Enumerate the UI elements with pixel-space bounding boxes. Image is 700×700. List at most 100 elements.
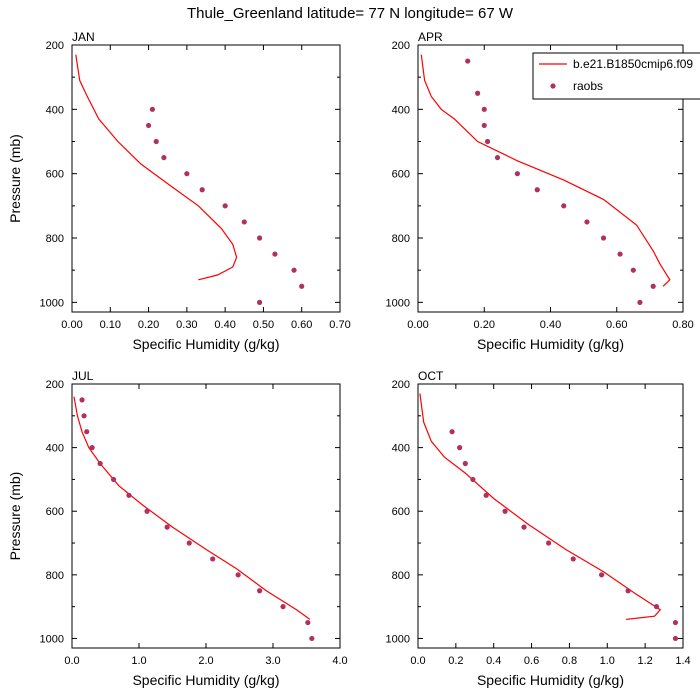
apr-raobs-point (561, 203, 567, 209)
jul-raobs-point (280, 604, 286, 610)
jan-raobs-point (184, 171, 190, 177)
jul-raobs-point (126, 492, 132, 498)
oct-xtick-label: 0.6 (524, 655, 539, 667)
jan-raobs-point (149, 106, 155, 112)
apr-xtick-label: 0.80 (672, 319, 693, 331)
jan-plot-frame (71, 44, 341, 313)
jul-raobs-point (79, 397, 85, 403)
oct-xtick-label: 0.4 (486, 655, 501, 667)
apr-raobs-point (637, 299, 643, 305)
jan-x-axis-label: Specific Humidity (g/kg) (132, 336, 279, 352)
oct-raobs-point (449, 429, 455, 435)
jan-raobs-point (161, 154, 167, 161)
jul-raobs-point (164, 524, 170, 530)
apr-raobs-point (465, 58, 471, 64)
jul-ytick-label: 600 (46, 506, 64, 518)
jul-xtick-label: 4.0 (332, 655, 347, 667)
apr-ytick-label: 600 (392, 169, 410, 181)
apr-raobs-point (617, 251, 623, 257)
apr-raobs-point (475, 90, 481, 96)
jan-raobs-point (199, 187, 205, 193)
jan-ytick-label: 400 (46, 104, 64, 116)
jul-raobs-point (210, 556, 216, 562)
jan-model-line (75, 54, 238, 281)
apr-ytick-label: 400 (392, 104, 410, 116)
jul-ytick-label: 400 (46, 443, 64, 455)
oct-raobs-point (672, 635, 679, 642)
oct-panel-label: OCT (418, 369, 444, 383)
panel-jul: JUL 0.0 1.0 2.0 3.0 4.0 200 400 600 800 1000 Specif… (7, 369, 348, 688)
oct-ytick-label: 400 (392, 443, 410, 455)
jul-ytick-label: 1000 (40, 633, 64, 645)
oct-raobs-point (483, 492, 489, 498)
jul-x-axis-label: Specific Humidity (g/kg) (132, 672, 279, 688)
jul-raobs-point (186, 540, 192, 546)
oct-xtick-label: 0.0 (410, 655, 425, 667)
apr-raobs-point (514, 171, 520, 177)
jul-xtick-label: 2.0 (198, 655, 213, 667)
jul-y-axis-label: Pressure (mb) (7, 472, 23, 561)
oct-xtick-label: 1.4 (675, 655, 690, 667)
jan-raobs-point (153, 138, 159, 145)
oct-raobs-point (570, 556, 576, 562)
jan-xtick-label: 0.00 (61, 319, 82, 331)
apr-raobs-point (534, 187, 540, 193)
oct-xtick-label: 1.0 (600, 655, 615, 667)
apr-raobs-point (630, 267, 636, 273)
apr-ytick-label: 800 (392, 233, 410, 245)
jul-raobs-point (84, 429, 90, 435)
jan-raobs-point (222, 203, 228, 209)
jan-xtick-label: 0.10 (100, 319, 121, 331)
jul-ytick-label: 200 (46, 379, 64, 391)
oct-ytick-label: 200 (392, 379, 410, 391)
oct-raobs-point (470, 476, 476, 483)
oct-xtick-label: 0.8 (562, 655, 577, 667)
oct-ytick-label: 600 (392, 506, 410, 518)
apr-raobs-point (650, 283, 656, 289)
jan-xtick-label: 0.50 (253, 319, 274, 331)
oct-ytick-label: 800 (392, 570, 410, 582)
apr-model-line (420, 54, 671, 287)
oct-xtick-label: 0.2 (448, 655, 463, 667)
jan-raobs-point (145, 122, 152, 129)
jan-raobs-point (241, 219, 247, 225)
jul-xtick-label: 1.0 (131, 655, 146, 667)
jan-ytick-label: 600 (46, 169, 64, 181)
apr-xtick-label: 0.60 (606, 319, 627, 331)
oct-plot-frame (417, 383, 684, 649)
legend-dot-label: raobs (573, 79, 603, 93)
jan-panel-label: JAN (72, 30, 95, 44)
apr-x-axis-label: Specific Humidity (g/kg) (477, 336, 624, 352)
apr-raobs-point (481, 122, 487, 129)
legend: b.e21.B1850cmip6.f09 raobs (532, 52, 700, 100)
panels: JAN 0.00 0.10 0.20 0.30 0.40 0.50 0.60 0.70 200 40… (7, 30, 694, 688)
jan-raobs-point (272, 251, 278, 257)
jan-raobs-point (257, 299, 263, 305)
apr-xtick-label: 0.40 (540, 319, 561, 331)
figure-title: Thule_Greenland latitude= 77 N longitude… (187, 5, 514, 22)
jul-xtick-label: 3.0 (265, 655, 280, 667)
oct-x-axis-label: Specific Humidity (g/kg) (477, 672, 624, 688)
apr-raobs-point (494, 154, 501, 161)
jan-xtick-label: 0.40 (214, 319, 235, 331)
oct-ytick-label: 1000 (386, 633, 410, 645)
jan-ytick-label: 200 (46, 40, 64, 52)
jul-plot-frame (71, 383, 341, 649)
jan-xtick-label: 0.70 (329, 319, 350, 331)
oct-xtick-label: 1.2 (637, 655, 652, 667)
jan-ytick-label: 800 (46, 233, 64, 245)
jan-xtick-label: 0.20 (138, 319, 159, 331)
jan-ytick-label: 1000 (40, 297, 64, 309)
jul-raobs-point (257, 588, 263, 594)
oct-raobs-point (599, 572, 605, 578)
oct-raobs-point (625, 588, 631, 594)
jul-raobs-point (305, 619, 311, 626)
oct-raobs-point (672, 619, 679, 626)
apr-panel-label: APR (418, 30, 443, 44)
oct-raobs-point (546, 540, 552, 546)
jul-raobs-point (309, 635, 315, 642)
jul-raobs-point (110, 476, 117, 483)
apr-ytick-label: 200 (392, 40, 410, 52)
panel-oct: OCT 0.0 0.2 0.4 0.6 0.8 1.0 1.2 1.4 200 400 600 800 1… (386, 369, 691, 688)
